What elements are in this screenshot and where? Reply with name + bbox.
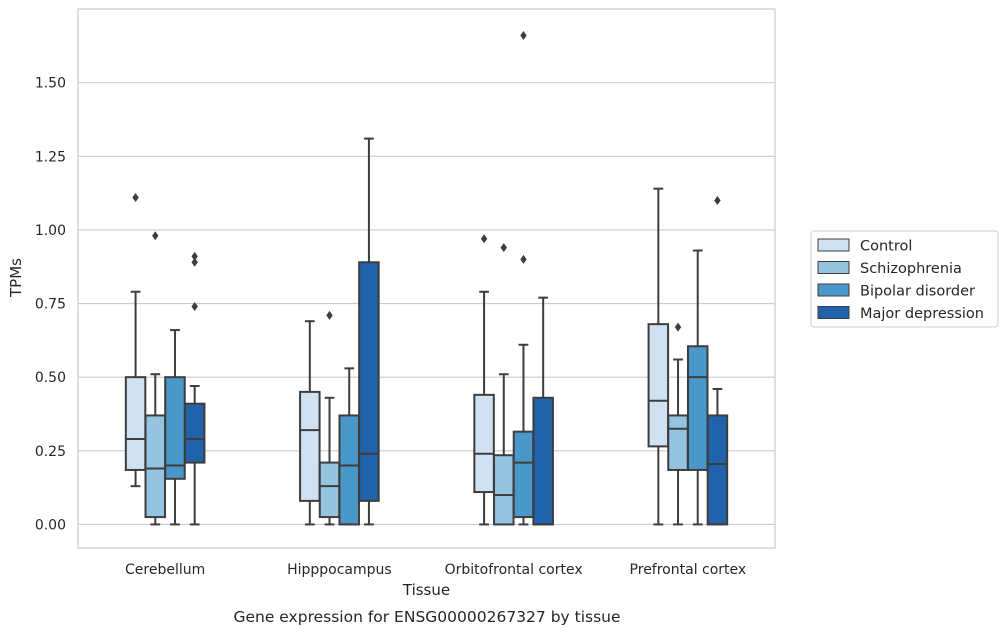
box-plot-marks	[124, 31, 729, 526]
y-tick-label: 1.25	[35, 149, 66, 165]
box-major-depression	[706, 195, 729, 526]
box-iqr	[706, 414, 729, 526]
plot-area-frame	[77, 8, 776, 549]
box-iqr	[493, 454, 515, 526]
legend-label: Schizophrenia	[860, 261, 962, 277]
box-iqr	[358, 261, 380, 502]
y-axis-ticks: 0.00 0.25 0.50 0.75 1.00 1.25 1.50	[35, 76, 66, 534]
box-major-depression	[358, 137, 380, 526]
legend-swatch	[817, 238, 850, 252]
box-control	[124, 193, 147, 488]
box-bipolar-disorder	[338, 367, 360, 526]
outlier-point	[191, 301, 198, 311]
legend-swatch	[817, 283, 850, 297]
box-control	[647, 187, 670, 526]
outlier-point	[326, 310, 333, 320]
box-schizophrenia	[318, 310, 341, 526]
box-iqr	[318, 461, 341, 519]
y-axis-label: TPMs	[7, 258, 25, 298]
outlier-point	[520, 254, 527, 264]
outlier-point	[191, 257, 198, 267]
legend: Control Schizophrenia Bipolar disorder Majo…	[810, 230, 999, 328]
outlier-point	[480, 234, 488, 244]
box-iqr	[338, 414, 360, 526]
y-tick-label: 1.50	[35, 76, 66, 92]
box-iqr	[124, 376, 147, 471]
legend-label: Control	[860, 239, 912, 255]
box-bipolar-disorder	[164, 329, 186, 526]
box-iqr	[473, 393, 495, 494]
legend-swatch	[817, 261, 850, 274]
box-bipolar-disorder	[686, 249, 709, 526]
y-tick-label: 0.75	[35, 297, 66, 313]
x-tick-label: Prefrontal cortex	[630, 562, 747, 578]
outlier-point	[520, 31, 527, 41]
box-iqr	[183, 402, 206, 464]
box-schizophrenia	[667, 322, 689, 526]
box-control	[299, 320, 321, 526]
x-tick-label: Cerebellum	[125, 562, 205, 578]
box-schizophrenia	[493, 243, 515, 526]
box-control	[473, 234, 495, 526]
y-tick-label: 0.25	[35, 444, 66, 460]
x-axis-label: Tissue	[402, 581, 450, 599]
y-tick-label: 1.00	[35, 223, 66, 239]
outlier-point	[674, 322, 682, 332]
box-bipolar-disorder	[512, 31, 535, 526]
box-iqr	[299, 390, 321, 502]
legend-label: Bipolar disorder	[860, 284, 975, 300]
x-tick-label: Hipppocampus	[287, 562, 392, 578]
legend-frame	[810, 230, 999, 328]
legend-label: Major depression	[860, 306, 984, 322]
box-iqr	[144, 414, 167, 519]
y-tick-label: 0.50	[35, 370, 66, 386]
box-iqr	[686, 345, 709, 471]
box-iqr	[647, 323, 670, 448]
box-schizophrenia	[144, 231, 167, 526]
outlier-point	[714, 195, 721, 205]
outlier-point	[132, 193, 139, 203]
outlier-point	[500, 243, 507, 253]
y-tick-label: 0.00	[35, 517, 66, 533]
box-iqr	[532, 396, 554, 526]
box-major-depression	[532, 296, 554, 526]
box-iqr	[164, 376, 186, 480]
legend-swatch	[817, 306, 850, 319]
box-iqr	[667, 414, 689, 471]
x-axis-ticks: Cerebellum Hipppocampus Orbitofrontal cort…	[125, 562, 746, 578]
outlier-point	[191, 251, 198, 261]
chart-caption: Gene expression for ENSG00000267327 by t…	[233, 608, 620, 626]
box-major-depression	[183, 251, 206, 526]
box-iqr	[512, 430, 535, 519]
x-tick-label: Orbitofrontal cortex	[445, 562, 583, 578]
outlier-point	[152, 231, 159, 241]
